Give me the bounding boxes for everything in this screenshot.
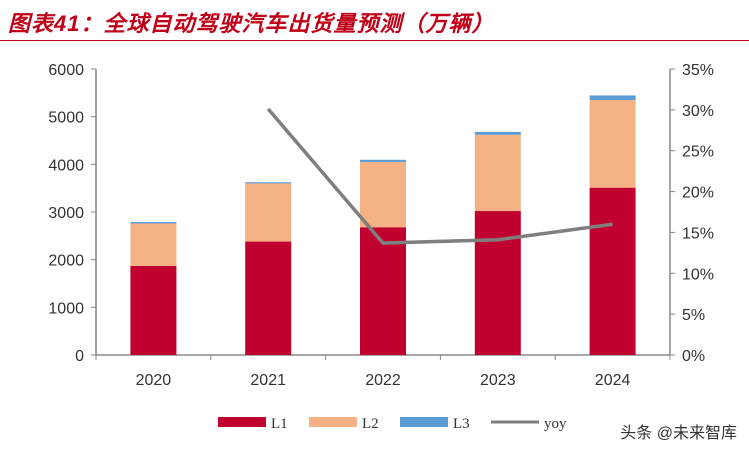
chart-title: 图表41：全球自动驾驶汽车出货量预测（万辆） [8,11,495,36]
bar-l2-2021 [245,183,292,242]
legend-swatch-L1 [218,417,266,427]
y2-tick-label: 30% [682,103,714,120]
bar-l3-2023 [474,131,521,135]
line-yoy [266,107,613,245]
legend-swatch-L3 [400,417,448,427]
bar-l2-2020 [130,223,177,266]
y-tick-label: 3000 [48,205,84,222]
y2-tick-label: 25% [682,144,714,161]
legend-label-L3: L3 [453,416,470,432]
bar-l3-2020 [130,222,177,224]
y2-tick-label: 0% [682,348,705,365]
y2-tick-label: 15% [682,225,714,242]
x-tick-label: 2023 [480,372,516,389]
y-tick-label: 6000 [48,62,84,79]
bar-l1-2021 [245,241,292,355]
y-tick-label: 5000 [48,110,84,127]
x-tick-label: 2024 [595,372,631,389]
y2-tick-label: 10% [682,266,714,283]
watermark: 头条 @未来智库 [620,425,737,442]
bar-l3-2022 [360,159,406,162]
bar-l3-2021 [245,182,292,184]
y2-tick-label: 35% [682,62,714,79]
bar-l2-2023 [474,134,521,212]
y-tick-label: 4000 [48,157,84,174]
bar-l2-2024 [589,99,636,188]
legend-label-L2: L2 [362,416,379,432]
title-divider [0,40,749,41]
bar-l1-2023 [474,211,521,355]
bar-l1-2024 [589,187,636,355]
legend-swatch-L2 [309,417,357,427]
y2-tick-label: 5% [682,307,705,324]
bar-l3-2024 [589,95,636,100]
legend-label-yoy: yoy [544,416,567,432]
bar-l1-2022 [360,227,406,355]
legend-label-L1: L1 [271,416,288,432]
y-tick-label: 1000 [48,300,84,317]
bar-l2-2022 [360,161,406,228]
y2-tick-label: 20% [682,185,714,202]
bar-l1-2020 [130,265,177,355]
y-tick-label: 0 [75,348,84,365]
x-tick-label: 2022 [365,372,401,389]
x-tick-label: 2020 [136,372,172,389]
y-tick-label: 2000 [48,253,84,270]
x-tick-label: 2021 [250,372,286,389]
